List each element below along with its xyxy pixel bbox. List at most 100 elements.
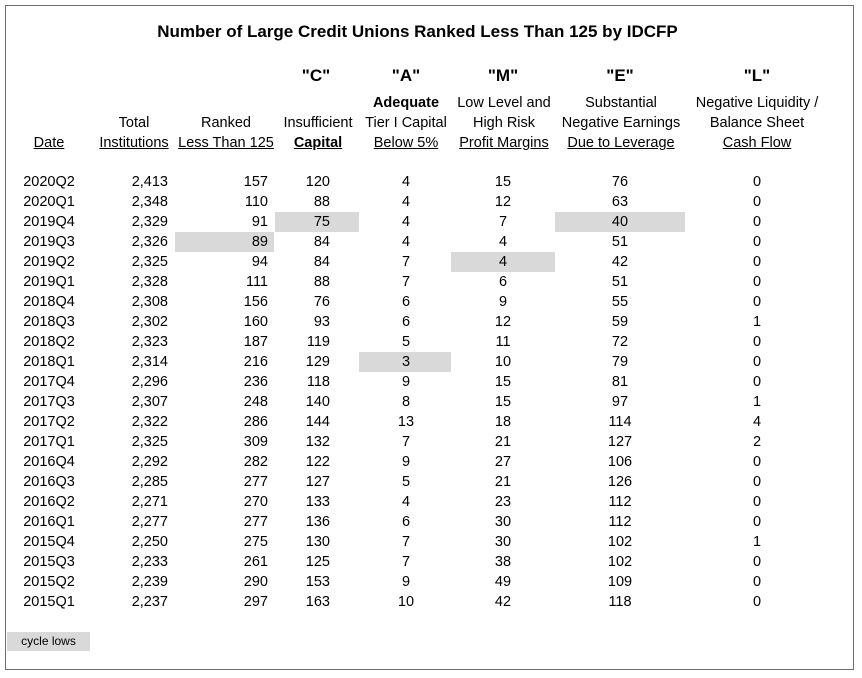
cell-total: 2,314	[131, 354, 168, 370]
cell-l: 0	[752, 214, 762, 230]
cell-e: 72	[611, 334, 629, 350]
cell-a: 10	[397, 594, 415, 610]
cell-ranked: 290	[243, 574, 268, 590]
cell-c: 144	[305, 414, 330, 430]
cell-a: 7	[401, 434, 411, 450]
legend-cycle-lows: cycle lows	[7, 632, 90, 651]
header-capital-line1: Insufficient	[283, 115, 353, 131]
cell-a: 5	[401, 474, 411, 490]
header-ranked-line2: Less Than 125	[178, 135, 274, 151]
cell-c: 84	[313, 234, 330, 250]
cell-c: 130	[305, 534, 330, 550]
cell-c: 140	[305, 394, 330, 410]
cell-date: 2015Q4	[23, 534, 75, 550]
cell-m: 10	[494, 354, 512, 370]
cell-date: 2018Q3	[23, 314, 75, 330]
cell-ranked: 187	[243, 334, 268, 350]
header-margins-line1: Low Level and	[457, 95, 551, 111]
cell-ranked: 261	[243, 554, 268, 570]
cell-c: 136	[305, 514, 330, 530]
cell-a: 4	[401, 214, 411, 230]
cell-date: 2019Q3	[23, 234, 75, 250]
header-margins-line3: Profit Margins	[459, 135, 549, 151]
cell-total: 2,237	[131, 594, 168, 610]
cell-a: 6	[401, 514, 411, 530]
cell-m: 23	[494, 494, 512, 510]
cell-e: 114	[608, 414, 632, 430]
cell-date: 2019Q1	[23, 274, 75, 290]
header-liquidity: Negative Liquidity / Balance Sheet Cash …	[683, 93, 831, 153]
table-row: 2015Q3 2,233 261 125 7 38 102 0	[0, 552, 860, 572]
cell-total: 2,322	[131, 414, 168, 430]
cycle-low-highlight	[451, 252, 555, 272]
cell-m: 30	[494, 534, 512, 550]
header-earnings-line1: Substantial	[585, 95, 657, 111]
table-row: 2016Q1 2,277 277 136 6 30 112 0	[0, 512, 860, 532]
cell-c: 133	[305, 494, 330, 510]
header-adequate-line3: Below 5%	[373, 135, 439, 151]
cell-m: 38	[494, 554, 512, 570]
cell-l: 0	[752, 354, 762, 370]
cell-c: 132	[305, 434, 330, 450]
cell-a: 8	[401, 394, 411, 410]
cell-date: 2015Q3	[23, 554, 75, 570]
header-date-line: Date	[33, 135, 65, 151]
cell-m: 21	[494, 434, 512, 450]
cell-l: 0	[752, 174, 762, 190]
cell-date: 2020Q1	[23, 194, 75, 210]
cell-e: 118	[608, 594, 632, 610]
cell-l: 0	[752, 574, 762, 590]
cell-m: 42	[494, 594, 512, 610]
cell-a: 7	[401, 274, 411, 290]
header-earnings-line2: Negative Earnings	[561, 115, 681, 131]
cell-e: 102	[607, 554, 633, 570]
cell-c: 88	[313, 274, 330, 290]
cell-ranked: 248	[243, 394, 268, 410]
cell-ranked: 277	[243, 514, 268, 530]
header-adequate-line2: Tier I Capital	[365, 115, 447, 131]
cell-a: 9	[401, 454, 411, 470]
cell-ranked: 94	[251, 254, 268, 270]
cell-date: 2018Q1	[23, 354, 75, 370]
cell-l: 0	[752, 234, 762, 250]
cell-e: 51	[611, 234, 629, 250]
cell-c: 118	[306, 374, 330, 390]
cell-a: 4	[401, 494, 411, 510]
header-total: Total Institutions	[92, 113, 176, 153]
cell-l: 0	[752, 454, 762, 470]
cell-m: 15	[494, 394, 512, 410]
cell-total: 2,308	[131, 294, 168, 310]
cell-a: 6	[401, 294, 411, 310]
cell-e: 55	[611, 294, 629, 310]
cell-e: 76	[611, 174, 629, 190]
cell-a: 9	[401, 374, 411, 390]
cell-a: 7	[401, 554, 411, 570]
cell-total: 2,302	[131, 314, 168, 330]
cell-a: 13	[397, 414, 415, 430]
cell-a: 5	[401, 334, 411, 350]
cell-a: 3	[401, 354, 411, 370]
cell-ranked: 309	[243, 434, 268, 450]
cell-ranked: 297	[243, 594, 268, 610]
cell-c: 127	[305, 474, 330, 490]
cell-date: 2016Q4	[23, 454, 75, 470]
cell-e: 59	[611, 314, 629, 330]
cell-a: 7	[401, 254, 411, 270]
cell-date: 2018Q4	[23, 294, 75, 310]
letter-m: "M"	[487, 66, 519, 85]
table-row: 2018Q4 2,308 156 76 6 9 55 0	[0, 292, 860, 312]
cell-m: 18	[494, 414, 512, 430]
header-capital: Insufficient Capital	[276, 113, 360, 153]
header-margins: Low Level and High Risk Profit Margins	[451, 93, 557, 153]
cell-l: 1	[752, 394, 762, 410]
cell-total: 2,233	[131, 554, 168, 570]
cell-m: 6	[498, 274, 508, 290]
cell-l: 1	[752, 314, 762, 330]
table-row: 2015Q2 2,239 290 153 9 49 109 0	[0, 572, 860, 592]
cell-a: 6	[401, 314, 411, 330]
cell-m: 15	[494, 174, 512, 190]
table-row: 2020Q1 2,348 110 88 4 12 63 0	[0, 192, 860, 212]
cell-date: 2017Q1	[23, 434, 75, 450]
cell-total: 2,329	[131, 214, 168, 230]
cell-l: 0	[752, 374, 762, 390]
